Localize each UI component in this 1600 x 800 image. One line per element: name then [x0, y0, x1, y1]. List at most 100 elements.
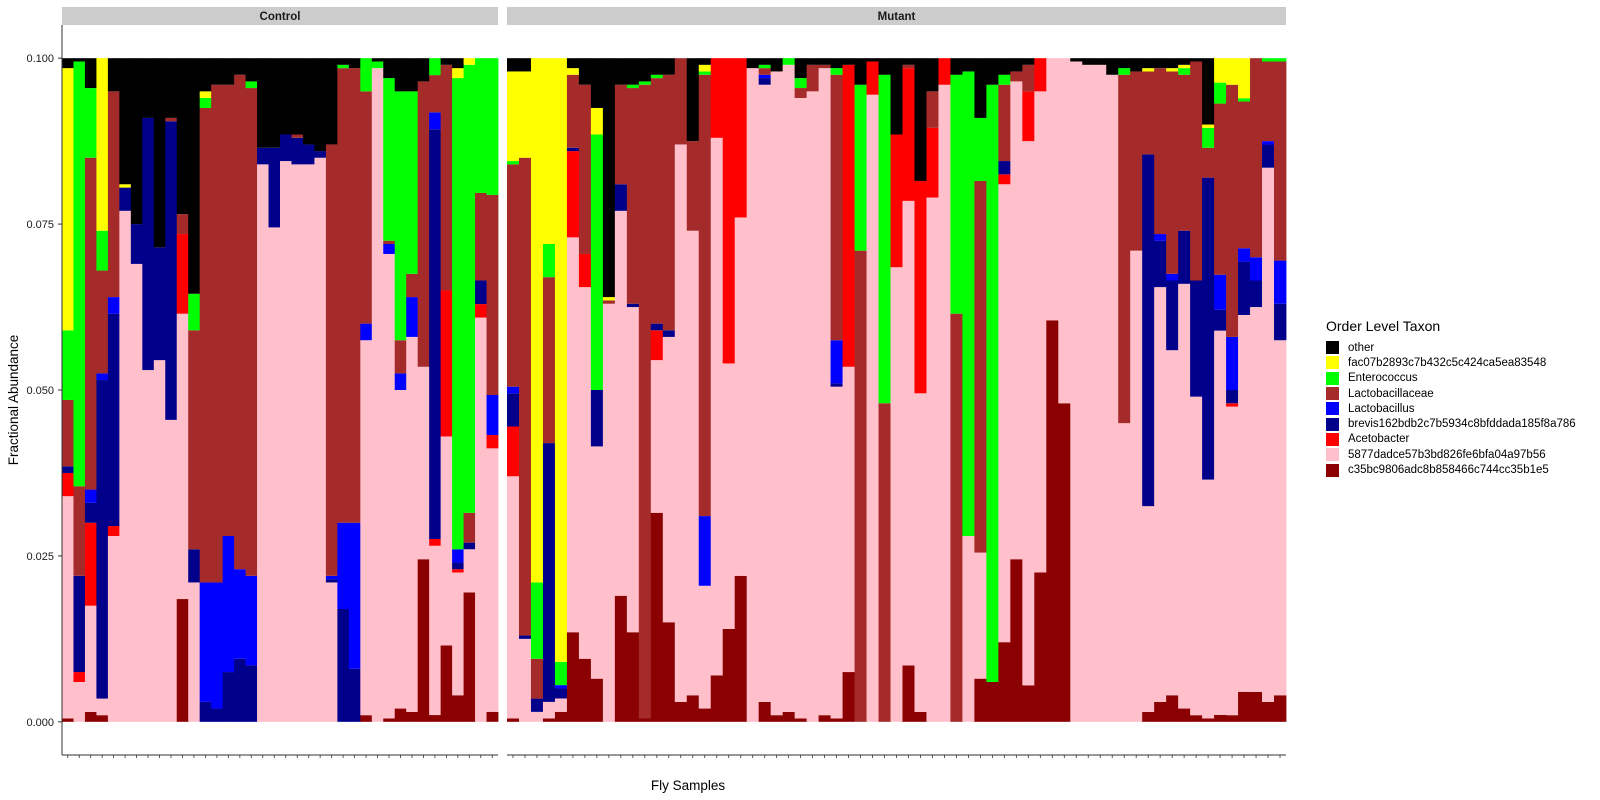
- bar-segment-control-21-brevis: [302, 144, 315, 165]
- bar-segment-mutant-6-c35bc: [578, 658, 592, 722]
- bar-segment-mutant-41-c35bc: [998, 642, 1011, 722]
- bar-segment-mutant-13-other: [662, 58, 676, 75]
- bar-segment-mutant-39-5877d: [974, 552, 987, 679]
- bar-segment-mutant-64-Lactobacillaceae: [1274, 61, 1287, 261]
- bar-segment-control-2-Lactobacillaceae: [84, 157, 97, 490]
- bar-segment-mutant-54-5877d: [1154, 287, 1167, 702]
- bar-segment-control-29-Enterococcus: [394, 91, 407, 341]
- bar-segment-control-0-brevis: [62, 466, 74, 473]
- bar-segment-control-20-other: [291, 58, 304, 135]
- bar-segment-mutant-22-other: [770, 58, 784, 72]
- bar-segment-mutant-16-Enterococcus: [698, 71, 712, 75]
- legend-item: Lactobacillaceae: [1326, 386, 1576, 401]
- bar-segment-control-1-other: [73, 58, 86, 62]
- facet-label-mutant: Mutant: [878, 11, 916, 23]
- legend-label: brevis162bdb2c7b5934c8bfddada185f8a786: [1348, 418, 1576, 431]
- bar-segment-control-34-other: [452, 58, 464, 69]
- bar-segment-mutant-53-other: [1142, 58, 1155, 69]
- facet-strip-control: [62, 7, 498, 25]
- bar-segment-control-8-5877d: [153, 360, 166, 722]
- bar-segment-mutant-22-5877d: [770, 71, 784, 716]
- bar-segment-mutant-12-5877d: [650, 360, 664, 513]
- legend-swatch: [1326, 356, 1339, 370]
- bar-segment-mutant-23-5877d: [782, 64, 796, 712]
- facet-strip-mutant: [507, 7, 1286, 25]
- bar-segment-mutant-8-Lactobacillaceae: [602, 300, 616, 304]
- bar-segment-control-13-Lactobacillus: [211, 582, 224, 709]
- bar-segment-mutant-35-Acetobacter: [926, 127, 939, 198]
- bar-segment-mutant-18-Acetobacter: [722, 58, 736, 364]
- bar-segment-control-37-5877d: [486, 448, 499, 712]
- bar-segment-mutant-59-c35bc: [1214, 714, 1227, 722]
- bar-segment-mutant-9-c35bc: [614, 595, 628, 722]
- bar-segment-control-26-Lactobacillus: [360, 323, 373, 341]
- bar-segment-control-19-brevis: [280, 134, 292, 162]
- bar-segment-mutant-7-brevis: [590, 390, 604, 447]
- bar-segment-mutant-8-other: [602, 58, 616, 298]
- bar-segment-mutant-64-c35bc: [1274, 695, 1287, 722]
- bar-segment-control-31-5877d: [417, 366, 430, 560]
- bar-segment-control-32-Acetobacter: [429, 538, 442, 546]
- bar-segment-control-10-other: [176, 58, 189, 215]
- bar-segment-control-25-Lactobacillaceae: [348, 68, 361, 523]
- bar-segment-mutant-26-Lactobacillaceae: [818, 64, 831, 69]
- bar-segment-mutant-15-c35bc: [686, 695, 700, 722]
- bar-segment-mutant-9-other: [614, 58, 628, 85]
- bar-segment-mutant-20-other: [746, 58, 760, 69]
- bar-segment-mutant-24-Enterococcus: [794, 78, 808, 89]
- bar-segment-control-11-other: [188, 58, 201, 294]
- bar-segment-mutant-63-brevis: [1262, 144, 1275, 168]
- bar-segment-mutant-12-Lactobacillaceae: [650, 78, 664, 324]
- bar-segment-mutant-17-5877d: [710, 137, 724, 676]
- bar-segment-control-4-Acetobacter: [107, 526, 120, 536]
- bar-segment-mutant-16-Lactobacillaceae: [698, 74, 712, 517]
- bar-segment-mutant-1-Lactobacillaceae: [518, 157, 532, 636]
- bar-segment-control-23-Lactobacillaceae: [325, 144, 338, 576]
- bar-segment-mutant-57-5877d: [1190, 396, 1203, 716]
- bar-segment-mutant-60-c35bc: [1226, 715, 1239, 722]
- bar-segment-mutant-16-5877d: [698, 585, 712, 709]
- bar-segment-control-0-Lactobacillaceae: [62, 399, 74, 467]
- bar-segment-mutant-38-5877d: [962, 536, 975, 722]
- bar-segment-control-28-Lactobacillus: [383, 244, 396, 254]
- bar-segment-mutant-51-Enterococcus: [1118, 68, 1131, 75]
- bar-segment-control-0-Enterococcus: [62, 330, 74, 400]
- bar-segment-mutant-2-5877d: [530, 711, 544, 722]
- bar-segment-mutant-13-5877d: [662, 336, 676, 623]
- bar-segment-control-9-Lactobacillaceae: [165, 117, 178, 122]
- bar-segment-mutant-15-5877d: [686, 230, 700, 696]
- bar-segment-control-21-5877d: [302, 164, 315, 722]
- bar-segment-control-6-brevis: [130, 224, 143, 264]
- x-axis-title: Fly Samples: [651, 778, 726, 793]
- bar-segment-control-12-fac07: [199, 91, 212, 98]
- bar-segment-mutant-7-fac07: [590, 107, 604, 135]
- bar-segment-mutant-60-Lactobacillus: [1226, 336, 1239, 390]
- bar-segment-mutant-7-other: [590, 58, 604, 108]
- bar-segment-mutant-48-other: [1082, 58, 1095, 65]
- bar-segment-mutant-39-Lactobacillaceae: [974, 180, 987, 553]
- bar-segment-control-2-Enterococcus: [84, 88, 97, 158]
- bar-segment-mutant-56-brevis: [1178, 230, 1191, 284]
- bar-segment-control-35-Enterococcus: [463, 64, 476, 513]
- bar-segment-control-8-other: [153, 58, 166, 248]
- bar-segment-control-3-c35bc: [96, 715, 109, 722]
- bar-segment-mutant-56-fac07: [1178, 64, 1191, 69]
- bar-segment-mutant-4-Enterococcus: [554, 661, 568, 686]
- bar-segment-mutant-29-Lactobacillaceae: [854, 250, 867, 722]
- bar-segment-mutant-59-5877d: [1214, 330, 1227, 715]
- bar-segment-control-2-brevis: [84, 502, 97, 523]
- legend-item: Enterococcus: [1326, 371, 1576, 386]
- bar-segment-mutant-14-Lactobacillaceae: [674, 58, 688, 145]
- bar-segment-mutant-58-other: [1202, 58, 1215, 125]
- bar-segment-mutant-27-other: [830, 58, 843, 69]
- bar-segment-mutant-26-c35bc: [818, 715, 831, 722]
- bar-segment-mutant-7-Enterococcus: [590, 134, 604, 390]
- bar-segment-control-30-c35bc: [406, 711, 419, 722]
- bar-segment-mutant-34-Acetobacter: [914, 180, 927, 394]
- bar-segment-mutant-27-c35bc: [830, 718, 843, 722]
- bar-segment-mutant-46-5877d: [1058, 58, 1071, 404]
- bar-segment-control-4-5877d: [107, 536, 120, 722]
- legend-label: 5877dadce57b3bd826fe6bfa04a97b56: [1348, 448, 1546, 461]
- bar-segment-control-24-other: [337, 58, 350, 65]
- bar-segment-mutant-0-other: [507, 58, 520, 72]
